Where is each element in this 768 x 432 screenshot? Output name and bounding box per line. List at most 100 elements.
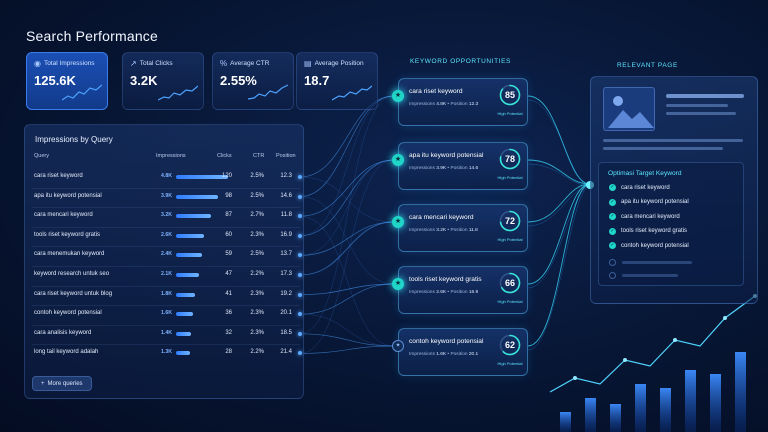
position-cell: 12.3 bbox=[280, 173, 292, 179]
position-label: Position bbox=[450, 290, 468, 295]
more-queries-label: More queries bbox=[47, 380, 83, 387]
stat-value: 18.7 bbox=[304, 73, 330, 88]
query-cell: cara menemukan keyword bbox=[34, 251, 105, 258]
stat-label: % Average CTR bbox=[220, 59, 286, 68]
decorative-bar bbox=[735, 352, 746, 432]
score-ring bbox=[499, 148, 521, 170]
clicks-cell: 60 bbox=[225, 231, 232, 238]
keyword-query: apa itu keyword potensial bbox=[409, 152, 484, 159]
table-row[interactable]: apa itu keyword potensial 3.9K 98 2.5% 14.6 bbox=[24, 188, 304, 207]
target-keyword-text: cara riset keyword bbox=[621, 184, 670, 191]
trend-point bbox=[673, 338, 677, 342]
impressions-bar bbox=[176, 233, 205, 238]
stat-label: ◉ Total Impressions bbox=[34, 59, 100, 68]
keyword-query: cara riset keyword bbox=[409, 88, 463, 95]
row-divider bbox=[32, 207, 300, 209]
table-row[interactable]: long tail keyword adalah 1.3K 28 2.2% 21.4 bbox=[24, 344, 304, 363]
connection-line bbox=[527, 159, 591, 185]
header-impressions: Impressions bbox=[156, 153, 186, 159]
connection-line bbox=[527, 99, 591, 187]
decorative-bar bbox=[685, 370, 696, 432]
table-row[interactable]: keyword research untuk seo 2.1K 47 2.2% 17.3 bbox=[24, 266, 304, 285]
stat-card[interactable]: ▤ Average Position 18.7 bbox=[296, 52, 378, 110]
impressions-bar bbox=[176, 214, 211, 219]
row-divider bbox=[32, 266, 300, 267]
query-cell: keyword research untuk seo bbox=[34, 271, 110, 277]
keyword-meta: Impressions 4.8K • Position 12.3 bbox=[409, 102, 479, 107]
position-icon: ▤ bbox=[304, 59, 312, 68]
connection-line bbox=[527, 163, 591, 187]
target-keyword-text: tools riset keyword gratis bbox=[621, 228, 688, 235]
connection-line bbox=[527, 185, 591, 351]
stat-card[interactable]: % Average CTR 2.55% bbox=[212, 52, 294, 110]
row-connector-dot bbox=[298, 253, 302, 258]
row-connector-dot bbox=[298, 233, 302, 238]
potential-badge: High Potential bbox=[497, 299, 523, 304]
table-row[interactable]: cara mencari keyword 3.2K 87 2.7% 11.8 bbox=[24, 207, 304, 226]
impressions-label: Impressions bbox=[409, 228, 435, 233]
position-value: 11.8 bbox=[468, 228, 478, 233]
stat-label-text: Average Position bbox=[314, 60, 364, 67]
score-value: 72 bbox=[504, 216, 515, 226]
table-row[interactable]: cara menemukan keyword 2.4K 59 2.5% 13.7 bbox=[24, 246, 304, 265]
stat-card[interactable]: ↗ Total Clicks 3.2K bbox=[122, 52, 204, 110]
table-row[interactable]: cara analisis keyword 1.4K 32 2.3% 18.5 bbox=[24, 325, 304, 344]
score-ring bbox=[499, 210, 521, 232]
impressions-bar bbox=[176, 175, 228, 179]
score-ring bbox=[499, 84, 521, 106]
clicks-cell: 41 bbox=[225, 290, 232, 297]
keyword-card[interactable]: contoh keyword potensial Impressions 1.6K… bbox=[398, 328, 528, 376]
query-cell: long tail keyword adalah bbox=[34, 349, 99, 356]
table-row[interactable]: contoh keyword potensial 1.6K 36 2.3% 20.1 bbox=[24, 305, 304, 324]
score-value: 66 bbox=[504, 278, 515, 288]
impressions-bar bbox=[176, 331, 192, 336]
ctr-cell: 2.3% bbox=[250, 290, 264, 297]
sparkline bbox=[158, 85, 198, 101]
score-ring bbox=[499, 334, 521, 356]
header-query: Query bbox=[34, 153, 49, 159]
keyword-card[interactable]: cara mencari keyword Impressions 3.2K • P… bbox=[398, 204, 528, 252]
position-cell: 21.4 bbox=[280, 349, 292, 356]
connection-line bbox=[299, 221, 395, 276]
keyword-card[interactable]: cara riset keyword Impressions 4.8K • Pos… bbox=[398, 78, 528, 126]
clicks-cell: 32 bbox=[225, 329, 232, 336]
image-placeholder-icon bbox=[603, 87, 655, 131]
impressions-cell: 2.6K bbox=[161, 231, 172, 238]
position-value: 12.3 bbox=[468, 102, 479, 107]
table-row[interactable]: cara riset keyword untuk blog 1.8K 41 2.3% 1… bbox=[24, 286, 304, 305]
relevant-page-title: RELEVANT PAGE bbox=[617, 62, 678, 69]
check-icon: ✓ bbox=[609, 213, 616, 221]
star-icon: ★ bbox=[392, 216, 404, 228]
keyword-query: cara mencari keyword bbox=[409, 214, 474, 221]
potential-badge: High Potential bbox=[497, 111, 523, 116]
keyword-card[interactable]: apa itu keyword potensial Impressions 3.9… bbox=[398, 142, 528, 190]
impressions-bar bbox=[176, 292, 196, 297]
row-divider bbox=[32, 285, 300, 287]
score-value: 62 bbox=[504, 340, 515, 350]
star-icon: ★ bbox=[392, 154, 404, 166]
keyword-card[interactable]: tools riset keyword gratis Impressions 2.… bbox=[398, 266, 528, 314]
stat-card[interactable]: ◉ Total Impressions 125.6K bbox=[26, 52, 108, 110]
more-queries-button[interactable]: + More queries bbox=[32, 376, 92, 391]
clicks-cell: 87 bbox=[225, 212, 232, 219]
target-keyword-text: contoh keyword potensial bbox=[621, 242, 689, 249]
connection-line bbox=[527, 185, 591, 289]
connection-line bbox=[527, 183, 591, 285]
decorative-bar bbox=[560, 412, 571, 432]
connection-line bbox=[299, 345, 395, 354]
check-icon: ✓ bbox=[609, 198, 616, 206]
keyword-query: contoh keyword potensial bbox=[409, 338, 484, 345]
keyword-meta: Impressions 3.2K • Position 11.8 bbox=[409, 228, 478, 233]
table-row[interactable]: tools riset keyword gratis 2.6K 60 2.3% 16.9 bbox=[24, 227, 304, 246]
table-row[interactable]: cara riset keyword 4.8K 120 2.5% 12.3 bbox=[24, 168, 304, 187]
percent-icon: % bbox=[220, 59, 228, 68]
star-icon: ★ bbox=[392, 90, 404, 102]
placeholder-line bbox=[622, 261, 692, 264]
panel-title: Impressions by Query bbox=[35, 135, 113, 144]
impressions-label: Impressions bbox=[409, 102, 435, 107]
decorative-bar bbox=[585, 398, 596, 432]
connection-line bbox=[299, 313, 395, 347]
query-cell: cara mencari keyword bbox=[34, 212, 93, 219]
row-divider bbox=[32, 226, 300, 228]
connection-line bbox=[299, 95, 395, 237]
